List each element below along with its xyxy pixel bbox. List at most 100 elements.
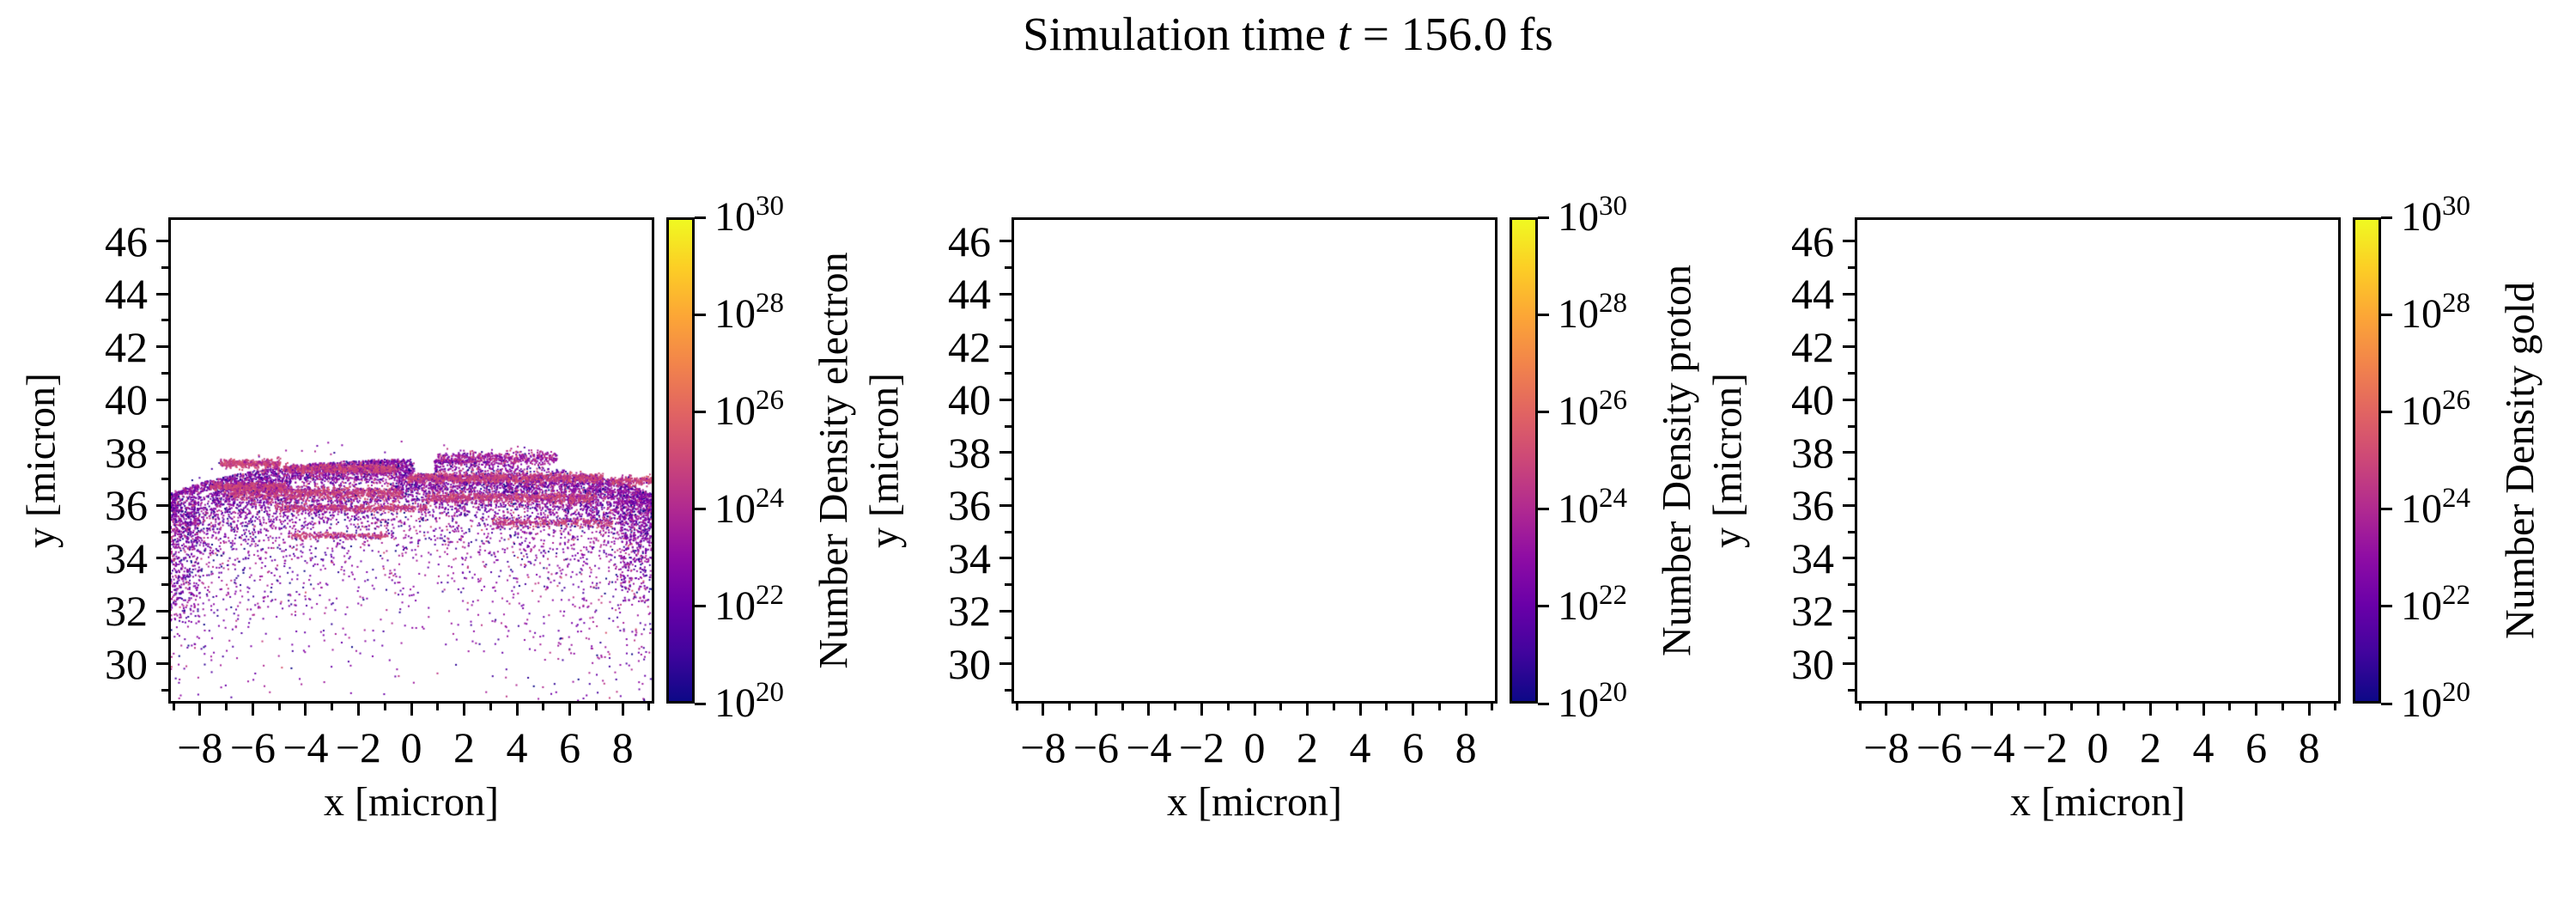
colorbar-tick (695, 605, 706, 608)
colorbar-tick-label: 1030 (2401, 192, 2470, 243)
y-tick-label: 34 (1791, 533, 1834, 582)
y-minor-tick (1005, 265, 1012, 269)
colorbar-tick (2381, 216, 2392, 219)
x-major-tick (1042, 704, 1045, 716)
x-minor-tick (1015, 704, 1018, 710)
y-major-tick (1843, 609, 1855, 613)
colorbar-tick-label: 1030 (714, 192, 784, 243)
colorbar-tick-label: 1028 (714, 289, 784, 340)
x-major-tick (356, 704, 360, 716)
x-minor-tick (1911, 704, 1915, 710)
x-minor-tick (1964, 704, 1967, 710)
y-major-tick (1843, 662, 1855, 666)
x-major-tick (515, 704, 519, 716)
x-tick-label: 0 (1243, 723, 1266, 771)
x-minor-tick (383, 704, 386, 710)
x-major-tick (1990, 704, 1994, 716)
y-minor-tick (1848, 319, 1855, 322)
cb-tick-exponent: 22 (2442, 579, 2470, 611)
cb-tick-base: 10 (714, 388, 756, 435)
colorbar-proton (1510, 217, 1538, 704)
y-minor-tick (1005, 424, 1012, 428)
cb-tick-exponent: 24 (2442, 482, 2470, 514)
title-suffix: = 156.0 fs (1351, 8, 1553, 60)
colorbar-tick (695, 508, 706, 511)
x-minor-tick (2069, 704, 2073, 710)
y-tick-label: 36 (105, 481, 148, 530)
colorbar-label-electron: Number Density electron (811, 252, 857, 669)
x-minor-tick (1385, 704, 1388, 710)
colorbar-tick-label: 1026 (1558, 386, 1627, 437)
colorbar-tick-label: 1028 (2401, 289, 2470, 340)
y-major-tick (999, 398, 1012, 401)
cb-tick-exponent: 22 (1599, 579, 1627, 611)
x-tick-label: 2 (1297, 723, 1319, 771)
x-minor-tick (2175, 704, 2178, 710)
x-minor-tick (1068, 704, 1072, 710)
y-tick-label: 34 (948, 533, 991, 582)
x-major-tick (2202, 704, 2205, 716)
x-minor-tick (2017, 704, 2020, 710)
colorbar-tick-label: 1020 (2401, 678, 2470, 729)
x-minor-tick (647, 704, 651, 710)
y-tick-label: 32 (1791, 587, 1834, 636)
y-minor-tick (1848, 636, 1855, 639)
x-tick-label: −6 (229, 723, 276, 771)
colorbar-tick (2381, 605, 2392, 608)
y-major-tick (999, 292, 1012, 296)
y-minor-tick (1848, 689, 1855, 692)
colorbar-tick (695, 313, 706, 316)
x-major-tick (1358, 704, 1362, 716)
colorbar-tick-label: 1026 (714, 386, 784, 437)
cb-tick-base: 10 (1558, 194, 1599, 240)
x-major-tick (1253, 704, 1256, 716)
y-minor-tick (1848, 583, 1855, 587)
colorbar-tick-label: 1020 (1558, 678, 1627, 729)
colorbar-tick (1538, 216, 1549, 219)
cb-tick-base: 10 (714, 485, 756, 532)
x-tick-label: −2 (2021, 723, 2069, 771)
x-tick-label: 6 (559, 723, 581, 771)
y-tick-label: 40 (948, 375, 991, 424)
y-tick-label: 42 (948, 322, 991, 371)
y-major-tick (999, 240, 1012, 243)
y-major-tick (1843, 451, 1855, 454)
x-major-tick (2307, 704, 2311, 716)
colorbar-tick-label: 1022 (2401, 581, 2470, 632)
x-tick-label: 2 (453, 723, 476, 771)
x-minor-tick (1437, 704, 1441, 710)
cb-tick-base: 10 (714, 680, 756, 726)
cb-tick-exponent: 26 (1599, 385, 1627, 417)
x-tick-label: 6 (1402, 723, 1425, 771)
x-tick-label: 8 (611, 723, 634, 771)
colorbar-tick (2381, 313, 2392, 316)
x-minor-tick (1174, 704, 1177, 710)
plot-frame-gold (1855, 217, 2341, 704)
x-tick-label: −4 (1969, 723, 2015, 771)
colorbar-tick-label: 1028 (1558, 289, 1627, 340)
cb-tick-base: 10 (2401, 388, 2442, 435)
y-minor-tick (1005, 636, 1012, 639)
colorbar-tick-label: 1026 (2401, 386, 2470, 437)
x-major-tick (621, 704, 624, 716)
y-axis-label: y [micron] (861, 373, 908, 548)
y-tick-label: 38 (1791, 428, 1834, 477)
cb-tick-base: 10 (714, 291, 756, 338)
y-major-tick (156, 345, 168, 349)
colorbar-gold (2353, 217, 2381, 704)
x-major-tick (463, 704, 466, 716)
cb-tick-base: 10 (2401, 680, 2442, 726)
y-minor-tick (1848, 530, 1855, 533)
x-minor-tick (1226, 704, 1230, 710)
y-minor-tick (161, 371, 168, 375)
x-tick-label: −2 (335, 723, 382, 771)
y-minor-tick (1848, 371, 1855, 375)
x-tick-label: −2 (1178, 723, 1225, 771)
y-minor-tick (161, 319, 168, 322)
y-tick-label: 44 (105, 270, 148, 319)
y-major-tick (156, 609, 168, 613)
x-major-tick (1200, 704, 1203, 716)
y-major-tick (1843, 503, 1855, 507)
x-major-tick (1937, 704, 1941, 716)
